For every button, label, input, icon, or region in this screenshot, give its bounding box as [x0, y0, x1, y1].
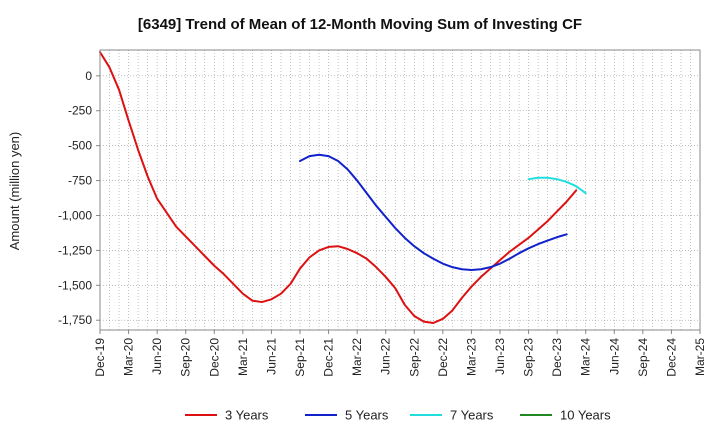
y-tick-label: -1,500 — [58, 278, 92, 292]
series-line-3-years — [99, 51, 578, 325]
y-tick-label: 0 — [85, 69, 92, 83]
x-tick-label: Mar-20 — [122, 338, 136, 376]
x-tick-label: Mar-24 — [579, 338, 593, 376]
x-tick-label: Dec-20 — [207, 338, 221, 377]
x-tick-label: Sep-20 — [179, 338, 193, 377]
x-tick-label: Jun-21 — [264, 338, 278, 375]
y-tick-label: -500 — [68, 139, 92, 153]
x-tick-label: Jun-20 — [150, 338, 164, 375]
y-tick-label: -750 — [68, 174, 92, 188]
x-tick-label: Jun-23 — [493, 338, 507, 375]
x-tick-label: Dec-19 — [93, 338, 107, 377]
y-tick-label: -250 — [68, 104, 92, 118]
legend-label-10-years: 10 Years — [560, 408, 611, 423]
legend-label-7-years: 7 Years — [450, 408, 494, 423]
x-axis-ticks: Dec-19 Mar-20 Jun-20 Sep-20 Dec-20 Mar-21 Jun-… — [93, 330, 707, 377]
series-line-5-years — [299, 153, 568, 271]
x-tick-label: Jun-22 — [379, 338, 393, 375]
x-tick-label: Mar-22 — [350, 338, 364, 376]
data-series — [99, 51, 587, 325]
y-tick-label: -1,000 — [58, 208, 92, 222]
x-tick-label: Sep-23 — [522, 338, 536, 377]
legend-label-5-years: 5 Years — [345, 408, 389, 423]
y-axis-ticks: 0 -250 -500 -750 -1,000 -1,250 -1,500 -1,750 — [58, 69, 100, 327]
plot-area-frame — [99, 49, 701, 331]
legend: 3 Years 5 Years 7 Years 10 Years — [185, 408, 611, 423]
y-axis-label: Amount (million yen) — [7, 132, 22, 251]
x-tick-label: Dec-24 — [664, 338, 678, 377]
chart-title: [6349] Trend of Mean of 12-Month Moving … — [138, 16, 582, 33]
y-tick-label: -1,750 — [58, 313, 92, 327]
legend-label-3-years: 3 Years — [225, 408, 269, 423]
x-tick-label: Mar-23 — [464, 338, 478, 376]
x-tick-label: Sep-24 — [636, 338, 650, 377]
x-tick-label: Jun-24 — [607, 338, 621, 375]
x-tick-label: Dec-22 — [436, 338, 450, 377]
series-line-7-years — [527, 176, 587, 195]
x-tick-label: Sep-21 — [293, 338, 307, 377]
x-tick-label: Sep-22 — [407, 338, 421, 377]
x-tick-label: Mar-25 — [693, 338, 707, 376]
y-tick-label: -1,250 — [58, 243, 92, 257]
x-tick-label: Dec-21 — [322, 338, 336, 377]
x-tick-label: Dec-23 — [550, 338, 564, 377]
x-tick-label: Mar-21 — [236, 338, 250, 376]
